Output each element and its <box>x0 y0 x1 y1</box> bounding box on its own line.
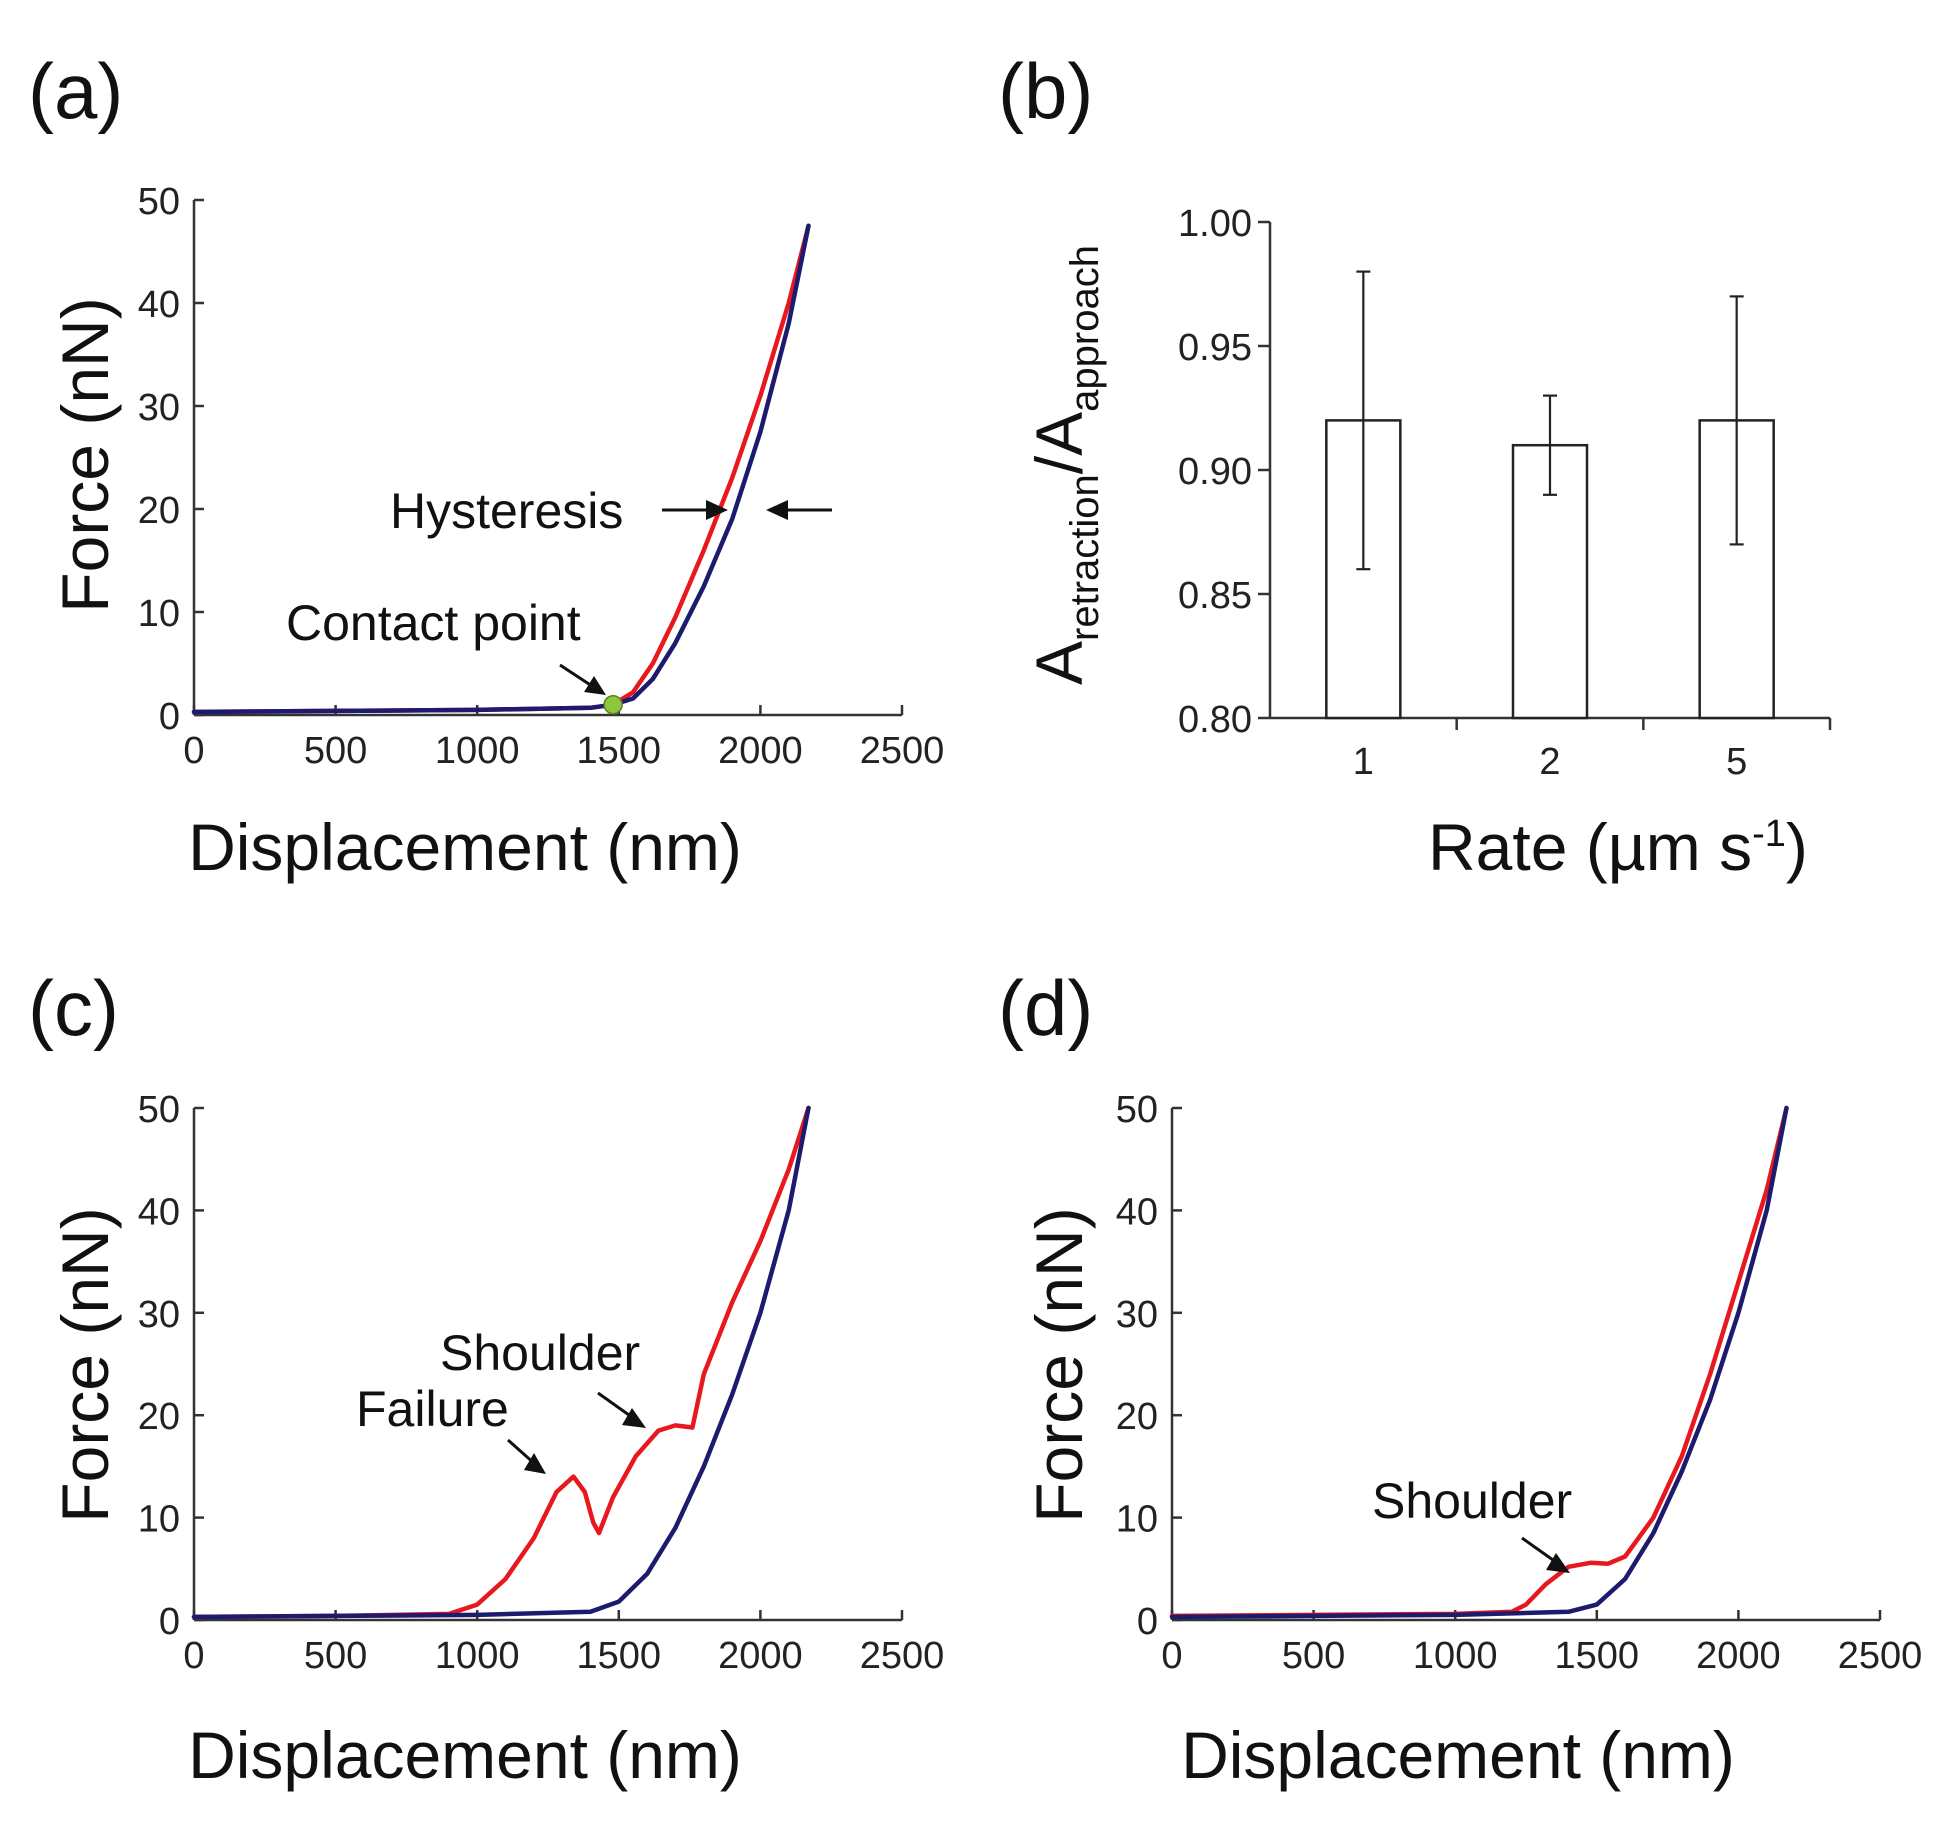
panel-a-x-tick-label: 0 <box>183 730 204 772</box>
shoulder-label-c: Shoulder <box>440 1325 640 1381</box>
panel-a: (a) Displacement (nm) Force (nN) 0 500 100… <box>28 47 944 884</box>
panel-c-y-tick-label: 40 <box>138 1191 180 1233</box>
panel-a-y-tick-label: 0 <box>159 696 180 738</box>
contact-point-marker <box>603 694 623 715</box>
panel-b-ylabel-sub2: approach <box>1063 245 1107 412</box>
panel-a-approach-line <box>191 223 811 715</box>
panel-a-series <box>191 223 811 715</box>
panel-d: (d) Displacement (nm) Force (nN) 0 500 100… <box>998 964 1922 1792</box>
panel-b-y-tick-label: 0.90 <box>1178 451 1252 493</box>
panel-a-axes: 0 500 1000 1500 2000 2500 0 10 20 30 40 50 <box>138 181 945 772</box>
panel-d-axes: 0 500 1000 1500 2000 2500 0 10 20 30 40 50 <box>1116 1089 1923 1677</box>
panel-d-x-tick-label: 500 <box>1282 1635 1345 1677</box>
panel-a-x-tick-label: 2500 <box>860 730 945 772</box>
panel-c-y-tick-label: 10 <box>138 1499 180 1541</box>
panel-c-x-tick-label: 0 <box>183 1635 204 1677</box>
panel-label-d: (d) <box>998 964 1093 1052</box>
panel-b-xlabel-close: ) <box>1786 810 1808 884</box>
panel-d-y-tick-label: 50 <box>1116 1089 1158 1131</box>
panel-b-ylabel-mid: /A <box>1022 412 1096 474</box>
panel-c-x-tick-label: 1500 <box>577 1635 662 1677</box>
panel-b-ylabel: Aretraction/Aapproach <box>1022 245 1107 685</box>
panel-a-y-tick-label: 50 <box>138 181 180 223</box>
panel-c-series <box>191 1105 811 1620</box>
panel-c-y-tick-label: 0 <box>159 1601 180 1643</box>
panel-c-ylabel: Force (nN) <box>48 1207 122 1522</box>
panel-d-x-tick-label: 1500 <box>1555 1635 1640 1677</box>
panel-c-y-tick-label: 50 <box>138 1089 180 1131</box>
panel-c-x-tick-label: 2500 <box>860 1635 945 1677</box>
panel-b-bars <box>1325 270 1775 720</box>
panel-c-x-tick-label: 2000 <box>718 1635 803 1677</box>
panel-d-series <box>1169 1105 1789 1620</box>
panel-label-c: (c) <box>28 964 119 1052</box>
panel-b-x-tick-label: 2 <box>1539 741 1560 783</box>
panel-b: (b) Rate (µm s-1) Aretraction/Aapproach … <box>998 47 1832 884</box>
panel-d-x-tick-label: 0 <box>1161 1635 1182 1677</box>
panel-c: (c) Displacement (nm) Force (nN) 0 500 100… <box>28 964 944 1792</box>
panel-d-x-tick-label: 1000 <box>1413 1635 1498 1677</box>
panel-a-y-tick-label: 40 <box>138 284 180 326</box>
panel-label-a: (a) <box>28 47 123 135</box>
panel-b-ylabel-sub1: retraction <box>1063 474 1107 641</box>
panel-a-annotations: Hysteresis Contact point <box>286 483 832 715</box>
panel-c-retraction-line <box>191 1105 811 1620</box>
failure-label: Failure <box>356 1381 509 1437</box>
hysteresis-arrow-left-icon <box>706 500 728 520</box>
panel-c-y-tick-label: 30 <box>138 1294 180 1336</box>
panel-d-y-tick-label: 40 <box>1116 1191 1158 1233</box>
panel-a-x-tick-label: 1000 <box>435 730 520 772</box>
panel-b-xlabel: Rate (µm s-1) <box>1428 810 1808 884</box>
panel-d-y-tick-label: 30 <box>1116 1294 1158 1336</box>
panel-d-ylabel: Force (nN) <box>1022 1207 1096 1522</box>
panel-a-y-tick-label: 30 <box>138 387 180 429</box>
shoulder-arrow-d-icon <box>1546 1553 1570 1573</box>
panel-a-xlabel: Displacement (nm) <box>188 810 742 884</box>
shoulder-arrow-c-icon <box>622 1408 646 1428</box>
panel-d-x-tick-label: 2500 <box>1838 1635 1923 1677</box>
panel-b-x-tick-label: 1 <box>1353 741 1374 783</box>
panel-a-y-tick-label: 10 <box>138 593 180 635</box>
panel-d-xlabel: Displacement (nm) <box>1181 1718 1735 1792</box>
panel-c-xlabel: Displacement (nm) <box>188 1718 742 1792</box>
panel-c-axes: 0 500 1000 1500 2000 2500 0 10 20 30 40 50 <box>138 1089 945 1677</box>
panel-d-annotations: Shoulder <box>1372 1473 1572 1573</box>
contact-point-label: Contact point <box>286 595 581 651</box>
panel-c-x-tick-label: 1000 <box>435 1635 520 1677</box>
panel-b-y-tick-label: 1.00 <box>1178 203 1252 245</box>
panel-d-y-tick-label: 20 <box>1116 1396 1158 1438</box>
panel-c-annotations: Shoulder Failure <box>356 1325 646 1474</box>
contact-point-arrow-icon <box>584 676 606 695</box>
panel-label-b: (b) <box>998 47 1093 135</box>
panel-c-x-tick-label: 500 <box>304 1635 367 1677</box>
panel-a-y-tick-label: 20 <box>138 490 180 532</box>
panel-b-xlabel-sup: -1 <box>1752 813 1786 855</box>
panel-b-y-tick-label: 0.80 <box>1178 699 1252 741</box>
hysteresis-label: Hysteresis <box>390 483 623 539</box>
panel-d-y-tick-label: 0 <box>1137 1601 1158 1643</box>
panel-b-x-tick-label: 5 <box>1726 741 1747 783</box>
panel-a-ylabel: Force (nN) <box>48 297 122 612</box>
panel-b-y-tick-label: 0.85 <box>1178 575 1252 617</box>
panel-d-approach-line <box>1169 1105 1789 1620</box>
panel-b-ylabel-a1: A <box>1022 641 1096 685</box>
panel-b-xlabel-text: Rate (µm s <box>1428 810 1752 884</box>
panel-d-x-tick-label: 2000 <box>1696 1635 1781 1677</box>
panel-d-y-tick-label: 10 <box>1116 1499 1158 1541</box>
shoulder-label-d: Shoulder <box>1372 1473 1572 1529</box>
panel-b-y-tick-label: 0.95 <box>1178 327 1252 369</box>
panel-c-y-tick-label: 20 <box>138 1396 180 1438</box>
failure-arrow-icon <box>524 1453 546 1474</box>
panel-c-approach-line <box>191 1105 811 1620</box>
hysteresis-arrow-right-icon <box>766 500 788 520</box>
panel-a-x-tick-label: 2000 <box>718 730 803 772</box>
panel-d-retraction-line <box>1169 1105 1789 1619</box>
panel-a-x-tick-label: 1500 <box>577 730 662 772</box>
panel-a-x-tick-label: 500 <box>304 730 367 772</box>
